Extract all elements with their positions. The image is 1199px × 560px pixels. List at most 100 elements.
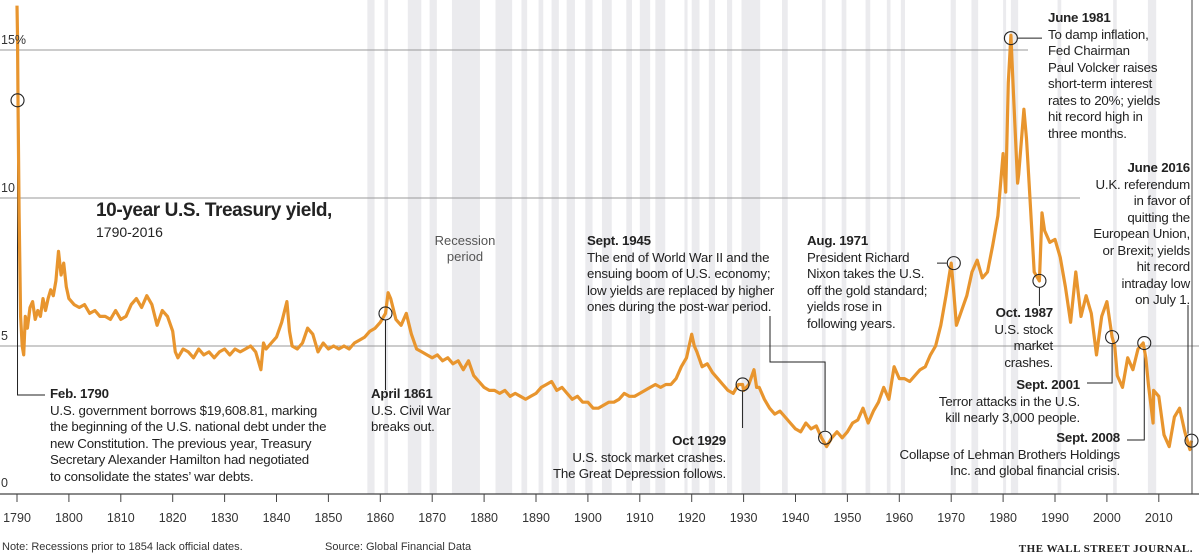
- recession-band: [691, 0, 700, 494]
- x-tick-label: 1830: [210, 511, 239, 525]
- annotation-text: low yields are replaced by higher: [587, 282, 775, 298]
- annotation-text: Paul Volcker raises: [1048, 59, 1158, 75]
- annotation-leader: [769, 316, 826, 431]
- x-tick-label: 1930: [729, 511, 758, 525]
- annotation-text: yields rose in: [807, 299, 882, 314]
- annotation-text: off the gold standard;: [807, 282, 928, 298]
- annotation-text: or Brexit; yields: [1102, 242, 1191, 258]
- chart-subtitle: 1790-2016: [96, 224, 163, 240]
- x-tick-label: 1800: [54, 511, 83, 525]
- x-tick-label: 1840: [262, 511, 291, 525]
- annotation: Sept. 2008 Collapse of Lehman Brothers Ho…: [899, 430, 1121, 480]
- annotation-date: June 2016: [1127, 160, 1190, 175]
- annotation-marker: [378, 306, 393, 321]
- recession-band: [821, 0, 826, 494]
- x-tick-label: 1810: [106, 511, 135, 525]
- recession-band: [566, 0, 575, 494]
- annotation-text: on July 1.: [1135, 292, 1190, 307]
- recession-band: [585, 0, 593, 494]
- publisher-logo: THE WALL STREET JOURNAL.: [1018, 543, 1193, 555]
- annotation-text: market: [1013, 338, 1054, 353]
- x-tick-label: 1920: [677, 511, 706, 525]
- annotation-date: Feb. 1790: [50, 386, 109, 401]
- annotation-date: June 1981: [1048, 10, 1111, 25]
- annotation-text: Secretary Alexander Hamilton had negotia…: [50, 452, 309, 467]
- annotation-marker: [1032, 273, 1047, 288]
- annotation-marker: [1184, 433, 1199, 448]
- x-tick-label: 1960: [885, 511, 914, 525]
- recession-band: [708, 0, 716, 494]
- recession-band: [551, 0, 559, 494]
- x-tick-label: 1970: [937, 511, 966, 525]
- recession-legend-line: Recession: [434, 233, 496, 248]
- annotation-text: kill nearly 3,000 people.: [945, 410, 1080, 425]
- annotation-marker: [1105, 330, 1120, 345]
- x-tick-label: 1980: [989, 511, 1017, 525]
- recession-band: [865, 0, 871, 494]
- recession-band: [1057, 0, 1062, 494]
- annotation-text: rates to 20%; yields: [1048, 92, 1161, 108]
- x-tick-label: 2010: [1144, 511, 1173, 525]
- recession-band: [841, 0, 847, 494]
- recession-band: [950, 0, 956, 494]
- annotation: June 2016 U.K. referendum in favor of quitt…: [1093, 160, 1190, 309]
- annotation-date: Oct 1929: [672, 433, 726, 448]
- annotation-text: crashes.: [1004, 354, 1053, 370]
- annotation: Oct 1929 U.S. stock market crashes. The Gr…: [553, 433, 726, 483]
- annotation-text: Nixon takes the U.S.: [807, 266, 925, 281]
- recession-band: [521, 0, 528, 494]
- annotation-date: Sept. 2001: [1016, 377, 1080, 392]
- x-tick-label: 2000: [1092, 511, 1121, 525]
- annotation-text: Collapse of Lehman Brothers Holdings: [899, 446, 1121, 462]
- annotation-text: U.K. referendum: [1095, 176, 1190, 192]
- annotation-text: U.S. stock: [994, 321, 1053, 337]
- annotation-leader: [1087, 344, 1113, 384]
- recession-band: [384, 0, 389, 494]
- annotation-date: Aug. 1971: [807, 233, 869, 248]
- y-tick-label: 0: [1, 476, 8, 490]
- annotation-marker: [1003, 31, 1018, 46]
- x-tick-label: 1870: [418, 511, 447, 525]
- annotation-text: The end of World War II and the: [587, 249, 770, 265]
- x-tick-label: 1950: [833, 511, 862, 525]
- annotation: Oct. 1987 U.S. stock market crashes.: [994, 305, 1053, 371]
- annotation: Aug. 1971 President Richard Nixon takes th…: [807, 233, 927, 332]
- annotation-text: U.S. stock market crashes.: [572, 449, 726, 465]
- annotation-date: April 1861: [371, 386, 433, 401]
- annotation-text: The Great Depression follows.: [552, 466, 726, 481]
- x-tick-label: 1860: [366, 511, 395, 525]
- x-tick-label: 1900: [573, 511, 602, 525]
- recession-band: [1147, 0, 1157, 494]
- recession-legend-line: period: [446, 249, 484, 264]
- annotation-marker: [735, 377, 750, 392]
- recession-band: [1003, 0, 1007, 494]
- annotation-text: quitting the: [1127, 209, 1190, 225]
- annotation-text: Terror attacks in the U.S.: [938, 393, 1080, 409]
- annotation-text: European Union,: [1093, 226, 1190, 241]
- annotation-text: ones during the post-war period.: [587, 299, 772, 314]
- recession-band: [684, 0, 688, 494]
- annotation: Sept. 2001 Terror attacks in the U.S. kill…: [939, 377, 1080, 427]
- recession-band: [782, 0, 788, 494]
- annotation-text: hit record high in: [1048, 109, 1143, 124]
- x-tick-label: 1880: [470, 511, 498, 525]
- y-tick-label: 15%: [1, 33, 27, 47]
- recession-band: [429, 0, 437, 494]
- annotation: June 1981 To damp inflation, Fed Chairman P…: [1048, 10, 1160, 142]
- annotation-marker: [818, 430, 833, 445]
- x-tick-label: 1910: [625, 511, 654, 525]
- x-tick-label: 1790: [3, 511, 31, 525]
- recession-band: [639, 0, 651, 494]
- annotation-text: hit record: [1136, 259, 1191, 274]
- annotation-date: Sept. 2008: [1056, 430, 1120, 445]
- x-tick-label: 1820: [158, 511, 187, 525]
- recession-band: [655, 0, 666, 494]
- annotation-text: following years.: [807, 315, 896, 331]
- annotation-text: To damp inflation,: [1048, 26, 1149, 42]
- annotation-text: new Constitution. The previous year, Tre…: [50, 435, 312, 451]
- recession-band: [886, 0, 891, 494]
- annotation-text: Inc. and global financial crisis.: [949, 463, 1120, 478]
- x-tick-label: 1940: [781, 511, 810, 525]
- annotation-marker: [10, 93, 25, 108]
